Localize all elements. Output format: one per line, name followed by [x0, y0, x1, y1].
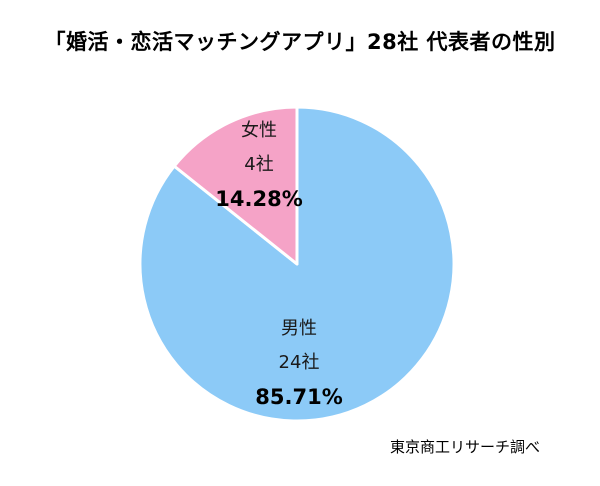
- slice-count-label: 24社: [279, 352, 320, 373]
- slice-percent-label: 14.28%: [215, 187, 302, 211]
- slice-count-label: 4社: [244, 154, 273, 175]
- pie-labels: 男性 24社 85.71% 女性 4社 14.28%: [215, 120, 342, 409]
- source-note: 東京商工リサーチ調べ: [389, 438, 540, 456]
- slice-category-label: 男性: [281, 318, 317, 339]
- slice-category-label: 女性: [241, 120, 277, 141]
- label-female: 女性 4社 14.28%: [215, 120, 302, 211]
- pie-slices: [138, 105, 456, 423]
- slice-percent-label: 85.71%: [255, 385, 342, 409]
- label-male: 男性 24社 85.71%: [255, 318, 342, 409]
- slice-female: [172, 105, 299, 266]
- chart-title: 「婚活・恋活マッチングアプリ」28社 代表者の性別: [44, 30, 556, 54]
